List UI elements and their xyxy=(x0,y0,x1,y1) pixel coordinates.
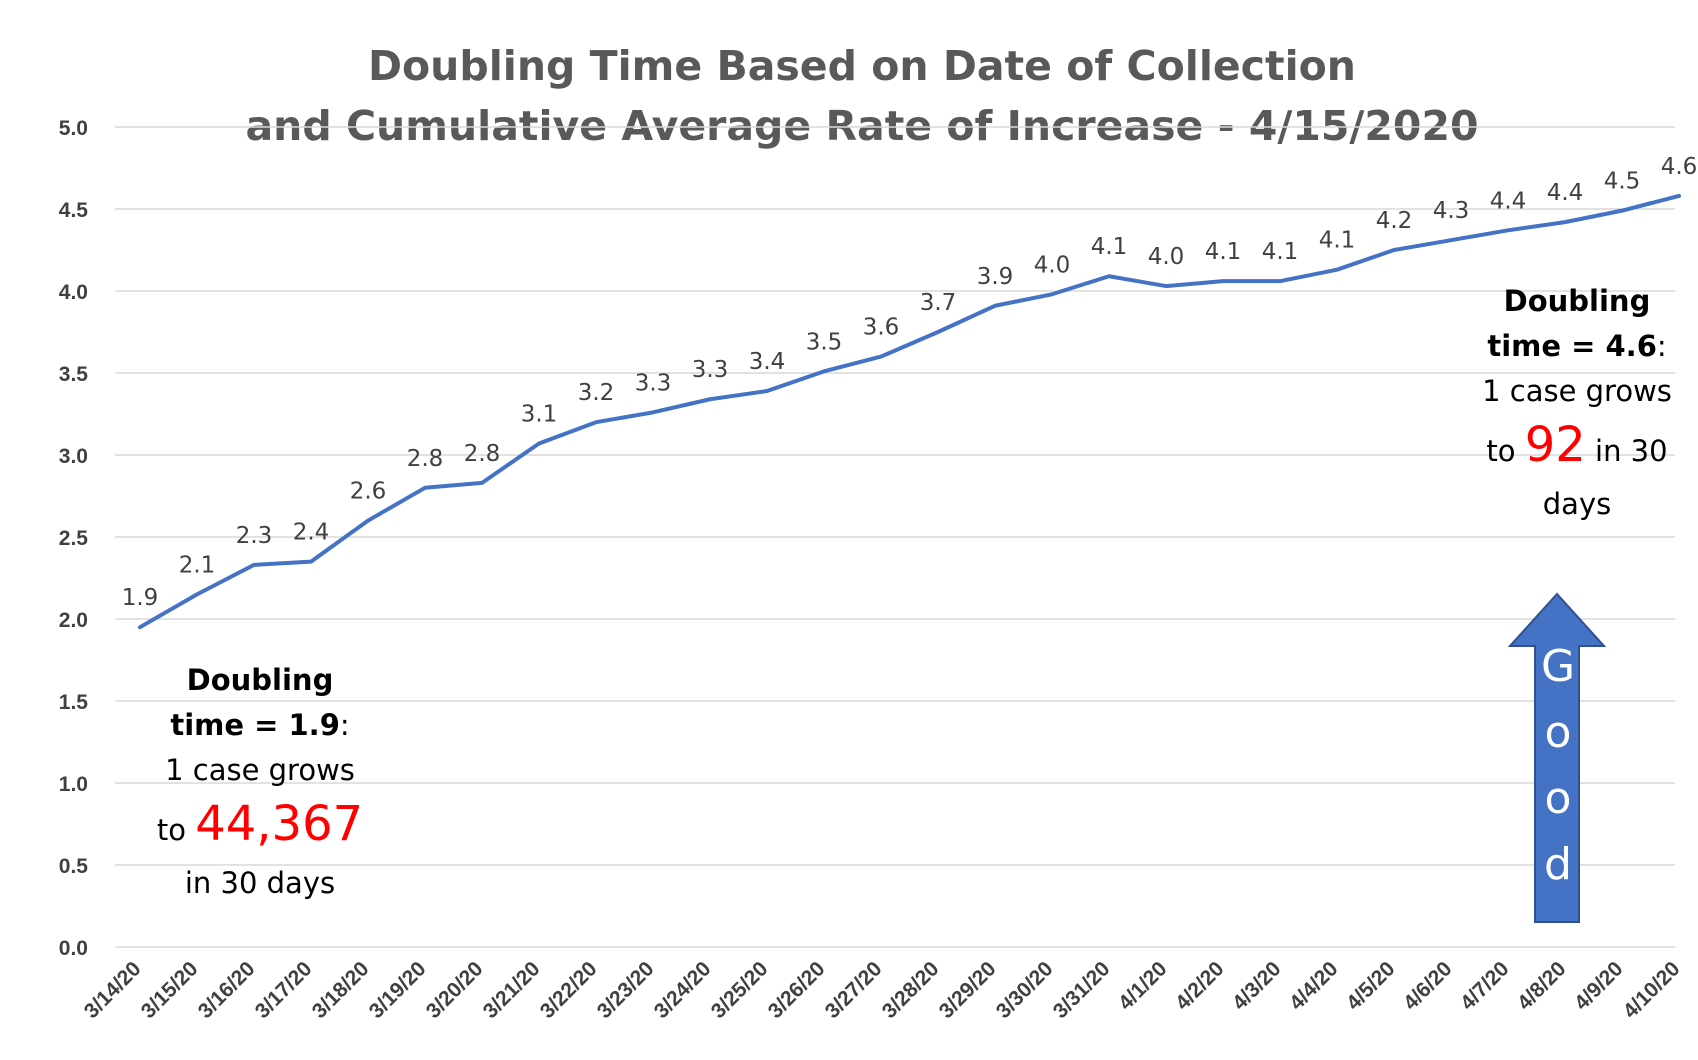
x-tick-label: 4/5/20 xyxy=(1342,957,1400,1015)
data-label: 4.6 xyxy=(1661,154,1698,180)
data-label: 4.1 xyxy=(1205,239,1242,265)
data-label: 3.1 xyxy=(521,402,558,428)
left-annotation-line-3: 1 case grows xyxy=(165,753,355,787)
data-label: 3.3 xyxy=(692,357,729,383)
data-label: 4.1 xyxy=(1319,228,1356,254)
good-arrow-letter: d xyxy=(1544,839,1572,890)
good-arrow-letter: o xyxy=(1545,707,1572,758)
x-tick-label: 4/7/20 xyxy=(1456,957,1514,1015)
right-annotation-big-number: 92 xyxy=(1524,417,1586,473)
x-tick-label: 3/14/20 xyxy=(80,957,146,1023)
data-label: 3.3 xyxy=(635,370,672,396)
y-tick-label: 0.0 xyxy=(59,937,88,960)
y-tick-label: 1.0 xyxy=(59,773,88,796)
x-tick-label: 3/29/20 xyxy=(935,957,1001,1023)
data-label: 3.5 xyxy=(806,329,843,355)
left-annotation: Doubling time = 1.9: 1 case grows to 44,… xyxy=(145,658,375,906)
data-label: 4.1 xyxy=(1091,234,1128,260)
y-axis-ticks: 0.0 0.5 1.0 1.5 2.0 2.5 3.0 3.5 4.0 4.5 5.0 xyxy=(59,117,89,960)
right-annotation-line-4-post: in 30 xyxy=(1585,434,1668,468)
x-tick-label: 3/30/20 xyxy=(992,957,1058,1023)
x-tick-label: 3/23/20 xyxy=(593,957,659,1023)
left-annotation-line-4-pre: to xyxy=(156,813,196,847)
data-labels: 1.9 2.1 2.3 2.4 2.6 2.8 2.8 3.1 3.2 3.3 3.3 3.4 3.5 3… xyxy=(122,154,1698,611)
y-tick-label: 4.0 xyxy=(59,281,88,304)
data-label: 2.1 xyxy=(179,552,216,578)
x-tick-label: 3/24/20 xyxy=(650,957,716,1023)
y-tick-label: 5.0 xyxy=(59,117,88,140)
data-label: 2.6 xyxy=(350,479,387,505)
x-tick-label: 4/4/20 xyxy=(1285,957,1343,1015)
y-tick-label: 1.5 xyxy=(59,691,89,714)
x-tick-label: 3/20/20 xyxy=(422,957,488,1023)
data-label: 3.6 xyxy=(863,315,900,341)
right-annotation-line-2-rest: : xyxy=(1656,329,1667,363)
data-label: 4.4 xyxy=(1547,180,1584,206)
data-label: 4.4 xyxy=(1490,188,1527,214)
left-annotation-line-2-bold: time = 1.9 xyxy=(170,708,340,742)
x-tick-label: 3/31/20 xyxy=(1049,957,1115,1023)
data-label: 3.9 xyxy=(977,264,1014,290)
data-label: 4.0 xyxy=(1148,244,1185,270)
left-annotation-line-1: Doubling xyxy=(186,663,334,697)
gridlines xyxy=(115,126,1675,948)
x-axis-ticks: 3/14/203/15/203/16/203/17/203/18/203/19/… xyxy=(80,957,1685,1023)
right-annotation: Doubling time = 4.6: 1 case grows to 92 … xyxy=(1462,279,1692,527)
x-tick-label: 3/26/20 xyxy=(764,957,830,1023)
series-line xyxy=(138,193,1681,630)
right-annotation-line-2-bold: time = 4.6 xyxy=(1487,329,1657,363)
x-tick-label: 3/28/20 xyxy=(878,957,944,1023)
left-annotation-line-2-rest: : xyxy=(339,708,350,742)
x-tick-label: 3/25/20 xyxy=(707,957,773,1023)
y-tick-label: 2.5 xyxy=(59,527,89,550)
x-tick-label: 4/2/20 xyxy=(1171,957,1229,1015)
good-arrow-letter: o xyxy=(1545,773,1572,824)
data-label: 4.5 xyxy=(1604,169,1641,195)
x-tick-label: 4/8/20 xyxy=(1513,957,1571,1015)
y-tick-label: 4.5 xyxy=(59,199,89,222)
chart-title-line-2: and Cumulative Average Rate of Increase … xyxy=(245,102,1478,150)
left-annotation-line-5: in 30 days xyxy=(184,866,336,900)
data-label: 2.8 xyxy=(407,446,444,472)
data-label: 2.8 xyxy=(464,441,501,467)
x-tick-label: 3/16/20 xyxy=(194,957,260,1023)
y-tick-label: 3.5 xyxy=(59,363,89,386)
data-label: 2.3 xyxy=(236,523,273,549)
x-tick-label: 3/15/20 xyxy=(137,957,203,1023)
y-tick-label: 3.0 xyxy=(59,445,88,468)
x-tick-label: 4/1/20 xyxy=(1114,957,1172,1015)
good-arrow-shape xyxy=(1507,592,1607,923)
data-label: 3.2 xyxy=(578,380,615,406)
x-tick-label: 3/27/20 xyxy=(821,957,887,1023)
data-label: 2.4 xyxy=(293,520,330,546)
data-label: 4.0 xyxy=(1034,252,1071,278)
x-tick-label: 3/17/20 xyxy=(251,957,317,1023)
good-arrow-letter: G xyxy=(1541,641,1575,692)
x-tick-label: 4/10/20 xyxy=(1619,957,1685,1023)
right-annotation-line-1: Doubling xyxy=(1503,284,1651,318)
x-tick-label: 3/18/20 xyxy=(308,957,374,1023)
right-annotation-line-4-pre: to xyxy=(1486,434,1525,468)
x-tick-label: 4/3/20 xyxy=(1228,957,1286,1015)
data-label: 3.4 xyxy=(749,349,786,375)
y-tick-label: 2.0 xyxy=(59,609,88,632)
data-label: 1.9 xyxy=(122,585,159,611)
data-label: 3.7 xyxy=(920,290,957,316)
data-label: 4.3 xyxy=(1433,198,1470,224)
x-tick-label: 3/22/20 xyxy=(536,957,602,1023)
left-annotation-big-number: 44,367 xyxy=(195,796,364,852)
right-annotation-line-3: 1 case grows xyxy=(1482,374,1672,408)
chart-title-line-1: Doubling Time Based on Date of Collectio… xyxy=(368,42,1356,90)
data-label: 4.1 xyxy=(1262,239,1299,265)
x-tick-label: 4/6/20 xyxy=(1399,957,1457,1015)
y-tick-label: 0.5 xyxy=(59,855,89,878)
series-polyline xyxy=(138,193,1681,630)
x-tick-label: 3/19/20 xyxy=(365,957,431,1023)
data-label: 4.2 xyxy=(1376,208,1413,234)
x-tick-label: 3/21/20 xyxy=(479,957,545,1023)
right-annotation-line-5: days xyxy=(1542,487,1612,521)
